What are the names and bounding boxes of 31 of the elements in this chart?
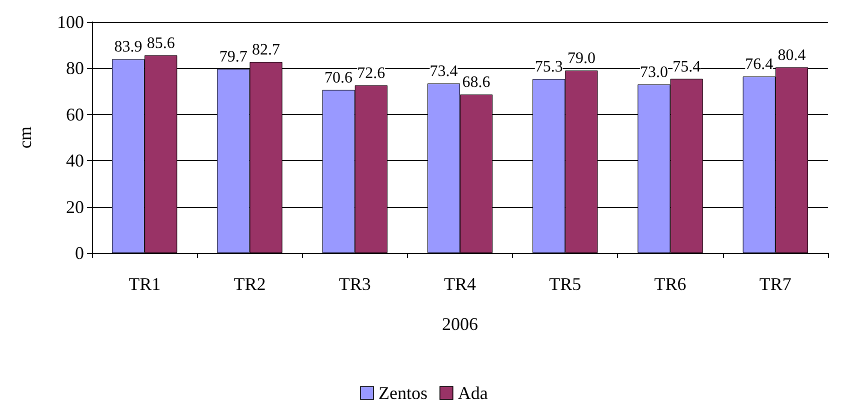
data-label: 70.6: [324, 69, 353, 86]
data-label: 72.6: [357, 64, 386, 82]
data-label: 83.9: [114, 38, 142, 56]
data-label: 76.4: [745, 56, 774, 74]
data-label: 80.4: [778, 46, 806, 64]
data-label: 68.6: [462, 74, 490, 92]
data-label: 73.0: [640, 64, 668, 81]
x-axis-title: 2006: [442, 314, 478, 334]
data-label: 79.7: [219, 48, 248, 66]
x-tick-label: TR6: [654, 274, 686, 294]
y-tick-label: 40: [66, 150, 84, 171]
data-label: 73.4: [430, 62, 458, 80]
x-tick-label: TR2: [234, 274, 266, 294]
y-tick-label: 100: [57, 12, 84, 32]
data-label: 75.3: [534, 58, 563, 76]
y-tick-label: 60: [66, 104, 84, 124]
data-label: 82.7: [252, 41, 280, 58]
y-tick-label: 20: [66, 196, 84, 217]
data-label: 85.6: [146, 34, 175, 52]
x-tick-label: TR5: [549, 274, 582, 294]
x-tick-label: TR3: [338, 274, 371, 294]
x-tick-label: TR7: [759, 274, 792, 294]
x-tick-label: TR4: [444, 274, 476, 294]
legend-label: Ada: [458, 383, 488, 403]
y-axis-title: cm: [15, 126, 35, 148]
x-tick-label: TR1: [128, 274, 161, 294]
legend-label: Zentos: [378, 383, 428, 403]
data-label: 79.0: [567, 50, 596, 68]
data-label: 75.4: [672, 58, 701, 76]
y-tick-label: 80: [66, 58, 84, 78]
y-tick-label: 0: [75, 243, 84, 263]
